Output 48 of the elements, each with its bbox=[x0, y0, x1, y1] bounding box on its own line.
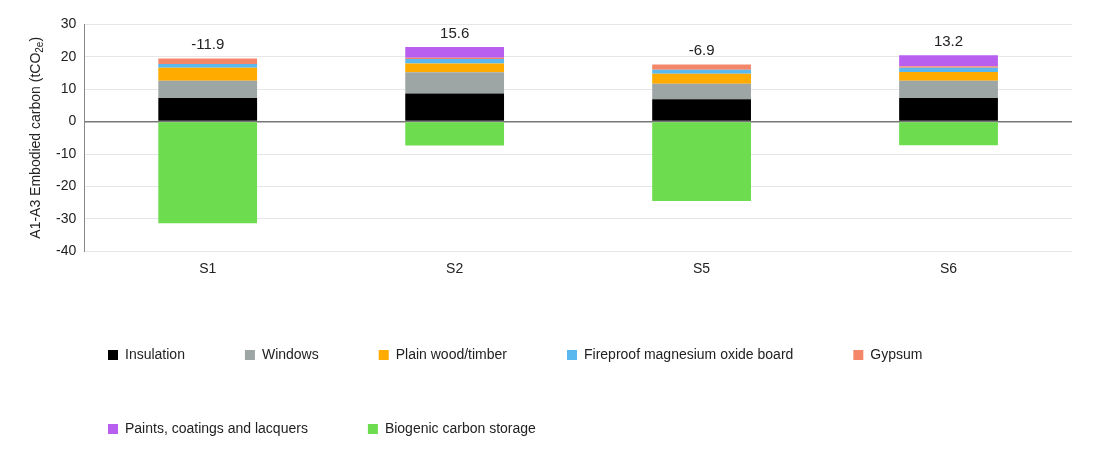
y-tick-label: -30 bbox=[56, 209, 77, 226]
bar bbox=[652, 64, 751, 70]
bar bbox=[405, 72, 505, 94]
bar bbox=[405, 63, 505, 73]
bar bbox=[899, 67, 998, 73]
y-tick-label: 20 bbox=[60, 47, 77, 64]
bar bbox=[405, 122, 505, 146]
bar bbox=[899, 122, 998, 146]
bar bbox=[158, 58, 258, 64]
x-tick-label: S2 bbox=[446, 260, 464, 277]
y-tick-label: 30 bbox=[60, 15, 77, 32]
bar bbox=[405, 47, 505, 58]
bar bbox=[158, 122, 258, 224]
y-tick-label: 10 bbox=[60, 80, 77, 97]
legend-label: Insulation bbox=[125, 345, 185, 362]
total-label: 13.2 bbox=[933, 31, 964, 49]
bar bbox=[158, 97, 258, 121]
legend-label: Fireproof magnesium oxide board bbox=[584, 345, 794, 362]
bar bbox=[652, 73, 751, 84]
legend-label: Plain wood/timber bbox=[395, 345, 508, 362]
x-tick-label: S5 bbox=[693, 260, 711, 277]
bar bbox=[158, 80, 258, 98]
bar bbox=[158, 63, 258, 68]
bar bbox=[899, 72, 998, 81]
bar bbox=[899, 55, 998, 67]
y-tick-label: -10 bbox=[56, 144, 77, 161]
total-label: 15.6 bbox=[440, 23, 470, 41]
total-label: -11.9 bbox=[191, 35, 225, 53]
bar bbox=[899, 97, 998, 121]
y-tick-label: -40 bbox=[56, 242, 77, 259]
bar bbox=[405, 93, 505, 121]
bar bbox=[158, 67, 258, 81]
bar bbox=[652, 122, 751, 201]
total-label: -6.9 bbox=[688, 41, 715, 59]
y-axis-title: A1-A3 Embodied carbon (tCO2e) bbox=[26, 36, 45, 239]
y-tick-label: -20 bbox=[56, 177, 77, 194]
x-tick-label: S6 bbox=[939, 260, 958, 277]
legend-label: Windows bbox=[261, 345, 319, 362]
bar bbox=[652, 83, 751, 100]
legend-label: Biogenic carbon storage bbox=[384, 419, 537, 436]
bar bbox=[899, 80, 998, 98]
bar bbox=[652, 99, 751, 121]
x-tick-label: S1 bbox=[199, 260, 217, 277]
legend-label: Paints, coatings and lacquers bbox=[125, 419, 308, 436]
bar bbox=[652, 69, 751, 74]
legend-label: Gypsum bbox=[870, 345, 923, 362]
y-tick-label: 0 bbox=[68, 112, 77, 129]
bar bbox=[405, 59, 505, 64]
